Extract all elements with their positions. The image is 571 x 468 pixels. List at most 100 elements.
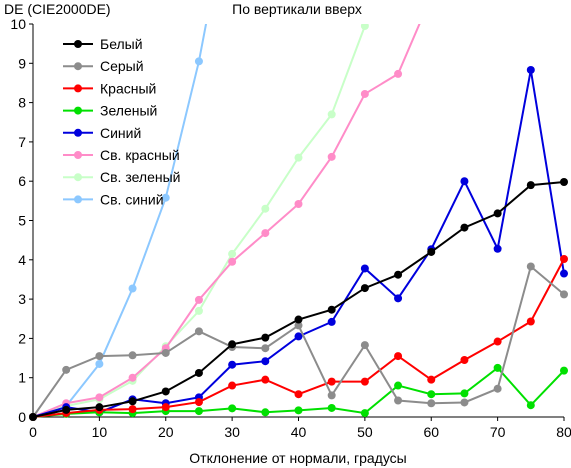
data-point [493,363,502,372]
series-св-зеленый [29,24,369,421]
legend-label: Св. красный [100,147,180,163]
legend-swatch-marker [74,128,82,137]
x-tick-label: 10 [92,424,108,440]
data-point [194,57,203,66]
y-tick-label: 4 [18,252,26,268]
data-point [360,89,369,98]
y-tick-label: 5 [18,213,26,229]
data-point [194,368,203,377]
data-point [62,405,71,414]
data-point [327,152,336,161]
series-синий [29,65,568,421]
data-point [327,403,336,412]
data-point [228,340,237,349]
series-lines [29,24,568,421]
data-point [394,396,403,405]
data-point [526,262,535,271]
x-tick-label: 70 [490,424,506,440]
data-point [95,352,104,361]
data-point [194,398,203,407]
y-tick-label: 9 [18,55,26,71]
y-tick-label: 0 [18,409,26,425]
data-point [327,110,336,119]
data-point [360,377,369,386]
data-point [460,389,469,398]
data-point [128,284,137,293]
data-point [427,247,436,256]
data-point [360,409,369,418]
data-point [95,403,104,412]
legend-swatch-marker [74,151,82,159]
data-point [261,204,270,213]
legend-item: Красный [63,80,156,96]
y-tick-label: 8 [18,95,26,111]
data-point [95,359,104,368]
data-point [327,377,336,386]
legend-item: Зеленый [63,103,157,119]
data-point [128,397,137,406]
series-line [32,180,565,418]
series-line [32,24,367,418]
data-point [294,315,303,324]
data-point [327,391,336,400]
data-point [128,351,137,360]
y-tick-label: 2 [18,330,26,346]
y-tick-label: 7 [18,134,26,150]
y-tick-label: 10 [10,16,26,32]
legend-item: Св. синий [63,191,164,207]
x-tick-label: 0 [29,424,37,440]
x-axis-title: Отклонение от нормали, градусы [189,450,406,466]
chart-title: По вертикали вверх [232,1,362,17]
legend-label: Белый [100,36,143,52]
data-point [194,327,203,336]
legend: Белый Серый Красный Зеленый Синий Св. красный… [63,36,180,207]
legend-swatch-marker [74,173,82,182]
legend-swatch-marker [74,84,82,93]
series-line [32,69,565,418]
legend-swatch-marker [74,106,82,115]
data-point [161,193,170,202]
data-point [493,337,502,346]
legend-label: Красный [100,80,156,96]
data-point [228,249,237,258]
data-point [560,177,568,186]
data-point [29,413,37,421]
y-axis-title: DE (CIE2000DE) [4,1,111,17]
legend-item: Серый [63,58,144,74]
data-point [526,65,535,74]
data-point [294,153,303,162]
data-point [261,375,270,384]
x-tick-label: 20 [158,424,174,440]
data-point [360,341,369,350]
data-point [394,270,403,279]
data-point [460,398,469,407]
data-point [228,404,237,413]
data-point [261,333,270,342]
data-point [560,255,568,264]
data-point [427,399,436,408]
y-tick-label: 1 [18,370,26,386]
y-tick-label: 3 [18,291,26,307]
data-point [95,393,104,402]
legend-item: Синий [63,125,141,141]
data-point [394,294,403,303]
legend-label: Св. синий [100,191,164,207]
x-tick-label: 30 [224,424,240,440]
legend-swatch-marker [74,62,82,71]
legend-swatch-marker [74,195,82,204]
legend-label: Зеленый [100,103,157,119]
data-point [128,405,137,414]
data-point [294,406,303,415]
data-point [460,177,469,186]
data-point [161,387,170,396]
data-point [427,390,436,399]
data-point [526,317,535,326]
legend-swatch-marker [74,40,82,48]
x-tick-label: 80 [556,424,571,440]
series-белый [29,177,568,421]
axes: 0 1 2 3 4 5 6 7 8 9 10 0 10 20 30 40 50 60 70 80 [10,16,571,440]
data-point [294,332,303,341]
data-point [194,407,203,416]
legend-item: Белый [63,36,143,52]
